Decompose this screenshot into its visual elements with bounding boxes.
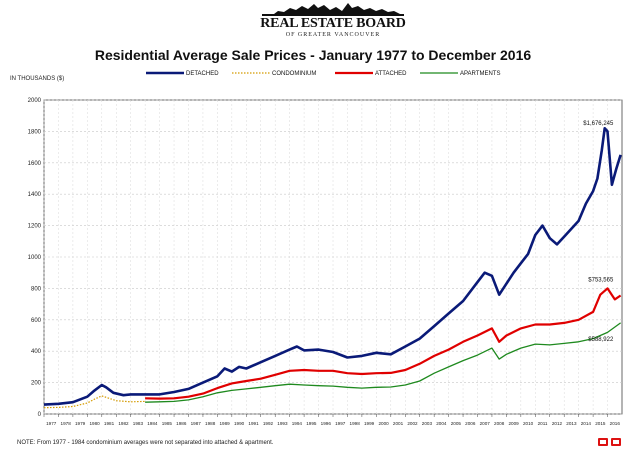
x-tick-label: 1980 <box>89 421 100 426</box>
logo-subtitle: OF GREATER VANCOUVER <box>285 32 381 38</box>
x-tick-label: 2001 <box>393 421 404 426</box>
x-tick-label: 1983 <box>133 421 144 426</box>
x-tick-label: 2011 <box>538 421 548 426</box>
x-tick-label: 2004 <box>436 421 447 426</box>
legend-label-attached: ATTACHED <box>375 71 407 77</box>
board-logo: REAL ESTATE BOARD OF GREATER VANCOUVER <box>254 2 412 42</box>
skyline-icon <box>262 3 404 16</box>
x-tick-label: 2002 <box>407 421 418 426</box>
chart-title: Residential Average Sale Prices - Januar… <box>94 47 532 63</box>
data-label: $753,565 <box>588 277 614 283</box>
x-tick-label: 1990 <box>234 421 245 426</box>
x-tick-label: 2008 <box>494 421 505 426</box>
chart-footnote: NOTE: From 1977 - 1984 condominium avera… <box>17 440 274 446</box>
x-tick-label: 2000 <box>378 421 389 426</box>
x-tick-label: 1992 <box>263 421 274 426</box>
x-tick-label: 1991 <box>248 421 259 426</box>
x-tick-label: 1981 <box>104 421 115 426</box>
realtor-logo-icon <box>598 438 621 446</box>
y-tick-label: 1800 <box>28 129 42 135</box>
x-tick-label: 2012 <box>552 421 563 426</box>
legend-label-condominium: CONDOMINIUM <box>272 71 316 77</box>
y-tick-label: 400 <box>31 349 42 355</box>
y-tick-label: 200 <box>31 381 42 387</box>
x-tick-label: 1994 <box>292 421 303 426</box>
x-tick-label: 1987 <box>191 421 202 426</box>
y-tick-label: 1400 <box>28 192 42 198</box>
x-tick-label: 2016 <box>610 421 621 426</box>
series-line-condominium <box>43 395 146 409</box>
y-tick-label: 2000 <box>28 98 42 104</box>
x-tick-label: 1982 <box>118 421 129 426</box>
x-tick-label: 1978 <box>61 421 72 426</box>
x-tick-label: 2014 <box>581 421 592 426</box>
x-tick-label: 1997 <box>335 421 346 426</box>
data-label: $588,922 <box>588 337 614 343</box>
x-tick-label: 2007 <box>480 421 491 426</box>
x-tick-label: 2010 <box>523 421 534 426</box>
x-tick-label: 2015 <box>595 421 606 426</box>
x-tick-label: 2003 <box>422 421 433 426</box>
data-label: $1,676,245 <box>583 121 614 127</box>
x-tick-label: 1986 <box>176 421 187 426</box>
x-tick-label: 2013 <box>566 421 577 426</box>
x-tick-label: 1996 <box>321 421 332 426</box>
series-line-detached <box>43 127 622 406</box>
y-axis-unit-label: IN THOUSANDS ($) <box>10 76 65 82</box>
legend-label-apartments: APARTMENTS <box>460 71 500 77</box>
y-tick-label: 800 <box>31 286 42 292</box>
x-tick-label: 2006 <box>465 421 476 426</box>
x-tick-label: 1995 <box>306 421 317 426</box>
y-tick-label: 1000 <box>28 255 42 261</box>
y-tick-label: 1200 <box>28 224 42 230</box>
y-tick-label: 1600 <box>28 161 42 167</box>
x-tick-label: 1985 <box>162 421 173 426</box>
logo-title: REAL ESTATE BOARD <box>260 16 406 31</box>
x-tick-label: 1989 <box>220 421 231 426</box>
x-tick-label: 1984 <box>147 421 158 426</box>
x-tick-label: 1998 <box>350 421 361 426</box>
x-tick-label: 1993 <box>277 421 288 426</box>
x-tick-label: 1977 <box>46 421 57 426</box>
legend-label-detached: DETACHED <box>186 71 219 77</box>
x-tick-label: 2005 <box>451 421 462 426</box>
y-tick-label: 0 <box>38 412 42 418</box>
x-tick-label: 1988 <box>205 421 216 426</box>
x-tick-label: 1999 <box>364 421 375 426</box>
x-tick-label: 1979 <box>75 421 86 426</box>
x-tick-label: 2009 <box>509 421 520 426</box>
y-tick-label: 600 <box>31 318 42 324</box>
